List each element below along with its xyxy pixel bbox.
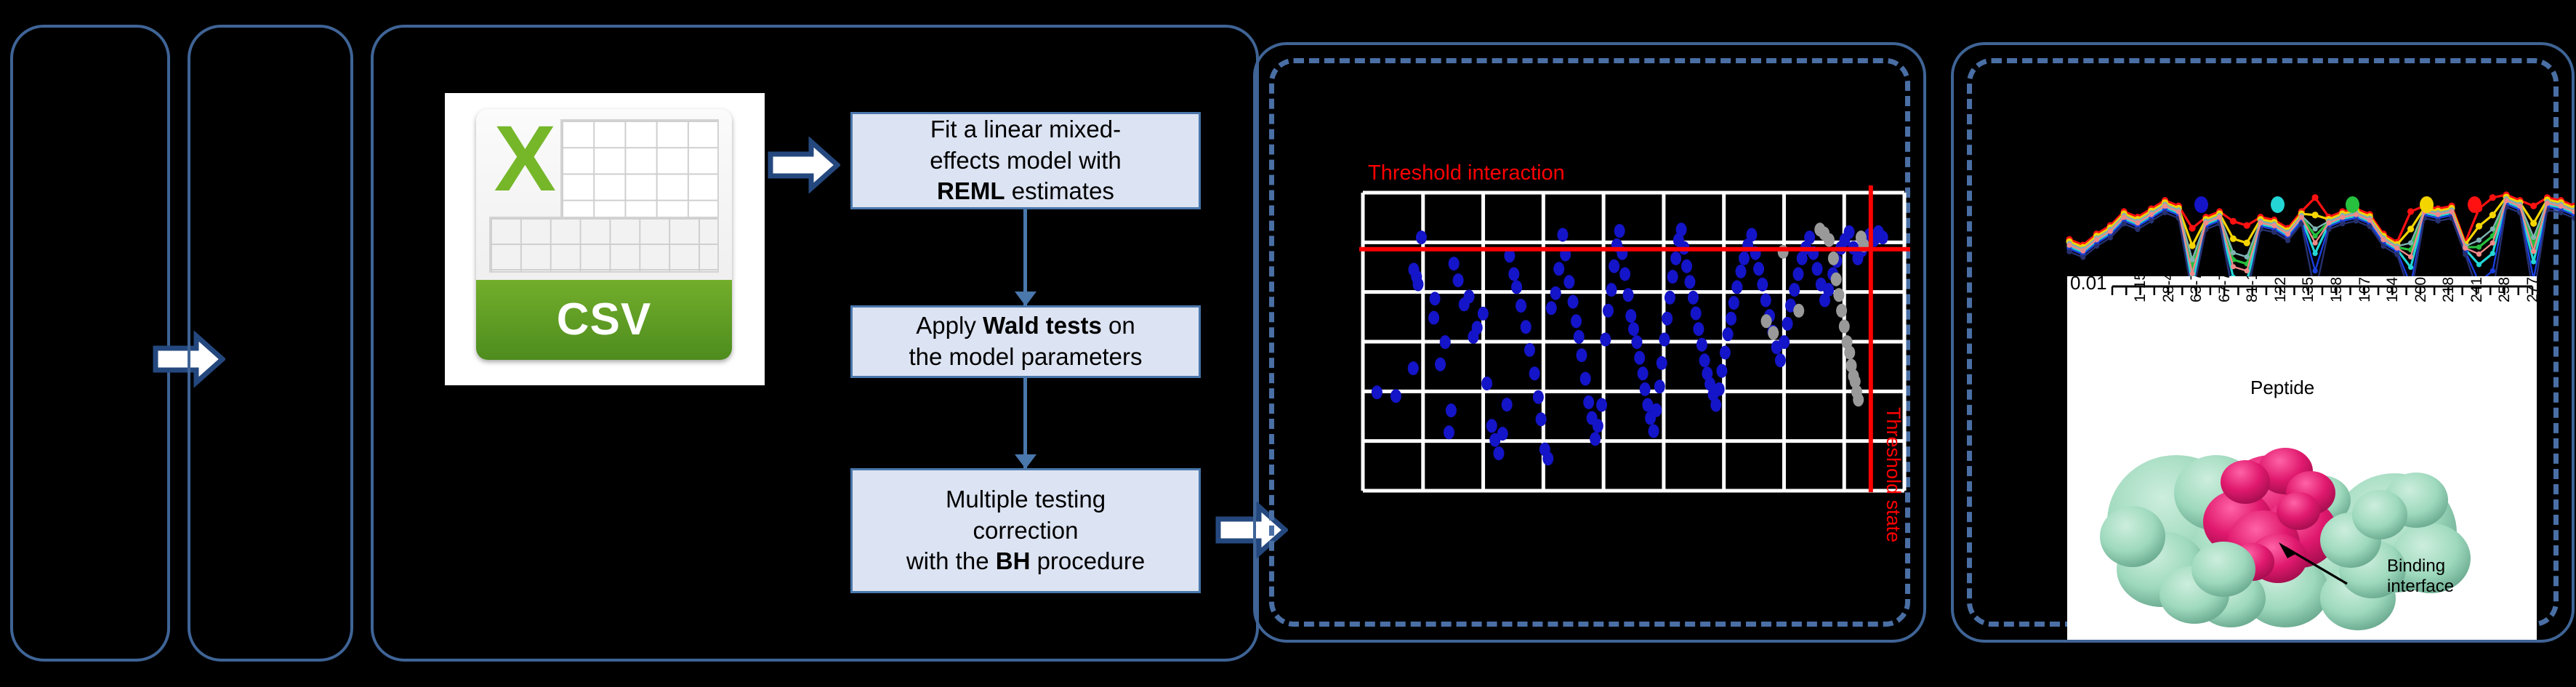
protein-structure-image [2100, 448, 2471, 630]
peptide-tick-label: 158-166 [2328, 276, 2346, 302]
step3-line3-pre: with the [906, 547, 996, 575]
peptide-tick-label: 218-237 [2440, 276, 2458, 302]
step1-line2: effects model with [930, 146, 1122, 174]
process-box-wald-tests[interactable]: Apply Wald tests on the model parameters [850, 305, 1201, 378]
connector-2 [1014, 378, 1037, 469]
step2-line2: the model parameters [909, 343, 1143, 370]
step1-line3-rest: estimates [1005, 177, 1114, 205]
legend-dot-4 [2420, 196, 2434, 213]
peptide-tick-label: 277-284 [2524, 276, 2537, 302]
csv-spreadsheet-body: X [476, 109, 732, 280]
volcano-plot-panel [1253, 42, 1926, 643]
step2-post: on [1101, 312, 1135, 340]
step2-pre: Apply [916, 312, 983, 340]
connector-1 [1014, 209, 1037, 306]
peptide-tick-label: 63-73 [2188, 276, 2205, 302]
legend-dot-1 [2194, 196, 2208, 213]
peptide-tick-label: 1-15 [2132, 276, 2149, 302]
peptide-axis-svg [2111, 285, 2534, 295]
connector-1-arrowhead [1014, 292, 1037, 306]
step1-line1: Fit a linear mixed- [930, 115, 1122, 142]
structure-figure-card: 0.01 1-15 28-44 63-73 67-75 81-101 122-129 135… [2067, 276, 2537, 640]
threshold-state-label: Threshold state [1883, 407, 1904, 543]
peptide-tick-label: 184-199 [2384, 276, 2402, 302]
peptide-tick-label: 81-101 [2244, 276, 2261, 302]
peptide-tick-label: 67-75 [2215, 276, 2233, 302]
data-input-panel [188, 25, 353, 662]
peptide-tick-label: 241-257 [2468, 276, 2486, 302]
statistical-analysis-panel [371, 25, 1259, 662]
csv-label-text: CSV [556, 294, 652, 345]
step3-line2: correction [973, 516, 1079, 544]
step3-bh: BH [995, 547, 1031, 575]
scatter-plot [1330, 145, 1912, 553]
csv-grid-lower [488, 216, 720, 273]
threshold-interaction-label: Threshold interaction [1368, 161, 1565, 185]
csv-label-band: CSV [476, 279, 732, 360]
process-box-multiple-testing[interactable]: Multiple testing correction with the BH … [850, 468, 1201, 593]
arrow-panel2-to-panel3 [768, 137, 840, 193]
peptide-axis-title: Peptide [2250, 377, 2315, 398]
binding-label-line2: interface [2387, 576, 2455, 596]
peptide-tick-label: 258-266 [2496, 276, 2513, 302]
peptide-tick-label: 122-129 [2272, 276, 2290, 302]
scatter-svg [1359, 185, 1910, 493]
legend-dot-5 [2468, 196, 2482, 213]
peptide-tick-label: 135-144 [2300, 276, 2317, 302]
step1-reml: REML [937, 177, 1005, 205]
empty-panel-1 [10, 25, 170, 662]
peptide-tick-label: 28-44 [2160, 276, 2177, 302]
legend-dot-2 [2271, 196, 2285, 213]
binding-label-line1: Binding [2387, 556, 2446, 576]
step2-bold: Wald tests [983, 312, 1102, 340]
legend-dot-3 [2346, 196, 2359, 213]
y-axis-tick-001: 0.01 [2070, 276, 2107, 294]
csv-file-icon: X CSV [476, 109, 732, 360]
step3-line3-post: procedure [1030, 547, 1146, 575]
step3-line1: Multiple testing [945, 485, 1106, 513]
peptide-tick-label: 200-214 [2412, 276, 2430, 302]
process-box-model-fit[interactable]: Fit a linear mixed- effects model with R… [850, 112, 1201, 209]
peptide-tick-label: 167-180 [2356, 276, 2374, 302]
connector-2-arrowhead [1014, 454, 1037, 469]
binding-interface-annotation: Binding interface [2387, 556, 2454, 596]
